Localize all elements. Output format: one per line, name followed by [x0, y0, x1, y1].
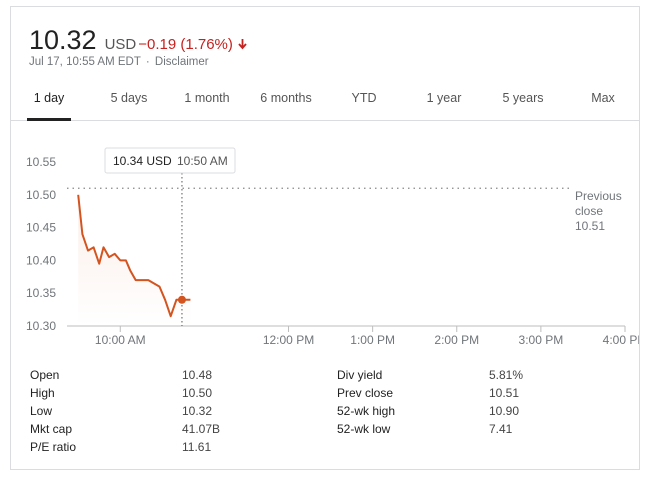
price-change: −0.19 (1.76%) [138, 36, 233, 53]
x-tick-label: 12:00 PM [263, 333, 314, 347]
stat-label-div-yield: Div yield [337, 368, 383, 382]
tab-6-months[interactable]: 6 months [260, 91, 312, 105]
x-tick-label: 3:00 PM [519, 333, 564, 347]
stat-value-52wk-high: 10.90 [489, 404, 520, 418]
stat-value-high: 10.50 [182, 386, 213, 400]
hover-tooltip: 10.34 USD 10:50 AM [104, 147, 236, 174]
stat-label-52wk-low: 52-wk low [337, 422, 391, 436]
quote-meta: Jul 17, 10:55 AM EDT · Disclaimer [29, 56, 209, 68]
arrow-down-icon [238, 39, 247, 50]
price-area [78, 194, 191, 326]
tab-ytd[interactable]: YTD [351, 91, 377, 105]
previous-close-value: 10.51 [575, 219, 605, 233]
stat-label-prev-close: Prev close [337, 386, 394, 400]
previous-close-label: Previous [575, 189, 622, 203]
y-tick-label: 10.30 [26, 319, 56, 333]
stat-value-52wk-low: 7.41 [489, 422, 513, 436]
y-tick-label: 10.35 [26, 286, 56, 300]
tooltip-time: 10:50 AM [177, 154, 228, 168]
x-tick-label: 1:00 PM [350, 333, 395, 347]
stat-label-mkt-cap: Mkt cap [30, 422, 73, 436]
stat-value-mkt-cap: 41.07B [182, 422, 221, 436]
y-tick-label: 10.55 [26, 155, 56, 169]
tab-5-days[interactable]: 5 days [110, 91, 148, 105]
disclaimer-link[interactable]: Disclaimer [154, 56, 209, 68]
stat-value-prev-close: 10.51 [489, 386, 520, 400]
price-row: 10.32 USD −0.19 (1.76%) [29, 25, 247, 56]
current-price: 10.32 [29, 25, 97, 55]
tooltip-price: 10.34 USD [113, 154, 172, 168]
price-chart[interactable]: 10.30 10.35 10.40 10.45 10.50 10.55 10:00 AM 1… [11, 7, 639, 347]
y-tick-label: 10.40 [26, 253, 56, 267]
y-tick-label: 10.45 [26, 221, 56, 235]
stat-value-open: 10.48 [182, 368, 213, 382]
tab-5-years[interactable]: 5 years [502, 91, 544, 105]
y-tick-label: 10.50 [26, 188, 56, 202]
stat-label-open: Open [30, 368, 60, 382]
stat-value-pe-ratio: 11.61 [182, 440, 212, 454]
stat-label-low: Low [30, 404, 53, 418]
stock-quote-card: 10.32 USD −0.19 (1.76%) Jul 17, 10:55 AM… [10, 6, 640, 470]
stat-value-div-yield: 5.81% [489, 368, 524, 382]
stat-label-high: High [30, 386, 55, 400]
hover-cursor-dot [177, 295, 186, 304]
stat-value-low: 10.32 [182, 404, 213, 418]
tab-max[interactable]: Max [591, 91, 615, 105]
tab-1-year[interactable]: 1 year [426, 91, 462, 105]
price-line [77, 194, 191, 318]
tab-1-day[interactable]: 1 day [27, 83, 71, 121]
x-tick-label: 2:00 PM [434, 333, 479, 347]
time-range-tabs: 1 day 5 days 1 month 6 months YTD 1 year… [11, 83, 639, 121]
currency-label: USD [104, 36, 137, 53]
stat-label-52wk-high: 52-wk high [337, 404, 396, 418]
stat-label-pe-ratio: P/E ratio [30, 440, 77, 454]
tab-1-month[interactable]: 1 month [184, 91, 230, 105]
previous-close-label-line-2: close [575, 204, 603, 218]
x-tick-label: 10:00 AM [95, 333, 146, 347]
quote-timestamp: Jul 17, 10:55 AM EDT [29, 56, 141, 68]
meta-separator: · [145, 56, 150, 68]
x-tick-label: 4:00 PM [603, 333, 639, 347]
